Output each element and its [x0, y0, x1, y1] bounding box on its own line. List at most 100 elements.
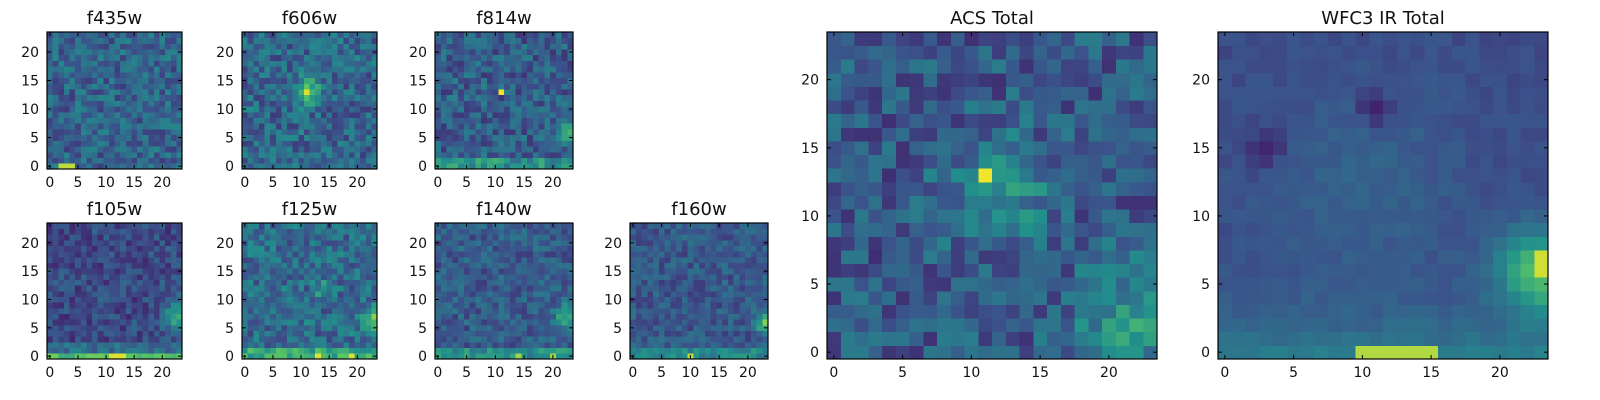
heatmap-cell: [103, 140, 110, 147]
heatmap-cell: [532, 71, 539, 79]
heatmap-cell: [63, 37, 70, 44]
heatmap-cell: [1355, 345, 1370, 360]
x-tick-label: 15: [125, 175, 143, 191]
heatmap-cell: [120, 163, 127, 170]
heatmap-cell: [153, 77, 160, 84]
heatmap-cell: [80, 151, 87, 158]
heatmap-cell: [80, 228, 87, 235]
heatmap-cell: [509, 268, 516, 275]
heatmap-cell: [165, 140, 172, 147]
heatmap-cell: [1102, 290, 1117, 305]
heatmap-cell: [337, 157, 344, 164]
heatmap-cell: [521, 251, 528, 258]
heatmap-cell: [647, 319, 654, 326]
heatmap-cell: [125, 313, 132, 320]
heatmap-cell: [170, 336, 177, 343]
heatmap-cell: [142, 60, 149, 67]
heatmap-cell: [458, 296, 465, 303]
heatmap-cell: [92, 325, 99, 332]
heatmap-cell: [440, 37, 447, 44]
heatmap-cell: [142, 285, 149, 292]
heatmap-cell: [309, 37, 316, 44]
heatmap-cell: [452, 83, 459, 90]
heatmap-cell: [452, 251, 459, 258]
heatmap-cell: [270, 257, 277, 264]
heatmap-cell: [320, 163, 327, 170]
heatmap-cell: [687, 234, 694, 241]
heatmap-cell: [978, 113, 993, 128]
heatmap-cell: [868, 141, 883, 156]
heatmap-cell: [75, 234, 82, 241]
heatmap-cell: [326, 71, 333, 79]
heatmap-cell: [504, 54, 511, 61]
heatmap-cell: [1424, 304, 1439, 319]
heatmap-cell: [287, 94, 294, 101]
heatmap-cell: [108, 234, 115, 241]
heatmap-cell: [58, 285, 65, 292]
heatmap-cell: [504, 347, 511, 354]
heatmap-cell: [550, 347, 557, 354]
heatmap-cell: [475, 245, 482, 252]
heatmap-cell: [69, 60, 76, 67]
heatmap-cell: [97, 251, 104, 258]
heatmap-cell: [504, 83, 511, 90]
heatmap-cell: [114, 347, 121, 354]
heatmap-cell: [458, 106, 465, 113]
heatmap-cell: [458, 77, 465, 84]
heatmap-cell: [320, 302, 327, 309]
heatmap-cell: [716, 268, 723, 275]
heatmap-cell: [47, 342, 54, 349]
heatmap-cell: [1129, 250, 1144, 265]
heatmap-cell: [1060, 263, 1075, 278]
heatmap-cell: [354, 49, 361, 56]
heatmap-cell: [635, 223, 642, 230]
heatmap-cell: [270, 89, 277, 96]
heatmap-cell: [710, 291, 717, 298]
heatmap-cell: [1115, 304, 1130, 319]
heatmap-cell: [504, 319, 511, 326]
heatmap-cell: [492, 302, 499, 309]
heatmap-cell: [909, 250, 924, 265]
heatmap-cell: [86, 228, 93, 235]
heatmap-cell: [292, 54, 299, 61]
heatmap-cell: [247, 274, 254, 281]
heatmap-cell: [681, 240, 688, 247]
heatmap-cell: [315, 353, 322, 360]
heatmap-cell: [320, 296, 327, 303]
heatmap-cell: [550, 313, 557, 320]
heatmap-cell: [343, 54, 350, 61]
heatmap-cell: [1115, 154, 1130, 169]
heatmap-cell: [298, 106, 305, 113]
heatmap-cell: [103, 336, 110, 343]
heatmap-cell: [165, 285, 172, 292]
heatmap-cell: [992, 250, 1007, 265]
heatmap-cell: [538, 151, 545, 158]
heatmap-cell: [964, 345, 979, 360]
y-tick-label: 10: [21, 293, 39, 309]
heatmap-cell: [446, 111, 453, 119]
heatmap-cell: [756, 285, 763, 292]
heatmap-cell: [527, 146, 534, 153]
heatmap-cell: [827, 45, 842, 60]
heatmap-cell: [435, 319, 442, 326]
heatmap-cell: [264, 146, 271, 153]
heatmap-cell: [868, 86, 883, 101]
y-tick-label: 5: [30, 131, 39, 147]
heatmap-cell: [270, 302, 277, 309]
heatmap-cell: [326, 240, 333, 247]
heatmap-cell: [509, 89, 516, 96]
heatmap-cell: [1047, 195, 1062, 210]
heatmap-cell: [739, 268, 746, 275]
heatmap-cell: [47, 302, 54, 309]
heatmap-cell: [475, 71, 482, 79]
heatmap-cell: [727, 330, 734, 337]
heatmap-cell: [515, 106, 522, 113]
heatmap-cell: [80, 123, 87, 130]
heatmap-cell: [710, 268, 717, 275]
heatmap-cell: [895, 318, 910, 333]
heatmap-cell: [165, 37, 172, 44]
heatmap-cell: [75, 100, 82, 107]
heatmap-cell: [509, 223, 516, 230]
heatmap-cell: [137, 151, 144, 158]
heatmap-cell: [727, 347, 734, 354]
